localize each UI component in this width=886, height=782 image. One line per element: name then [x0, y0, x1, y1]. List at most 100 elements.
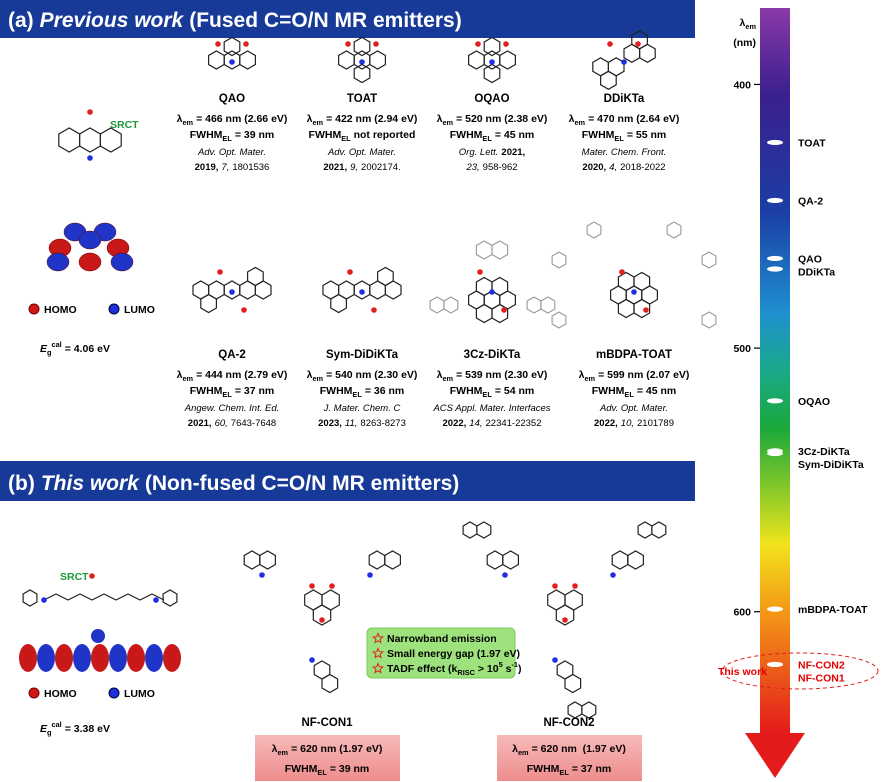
text-part: 1801536	[232, 162, 269, 173]
text-part: NF-CON1	[301, 717, 353, 729]
ring	[551, 251, 567, 269]
marker-label: DDiKTa	[798, 266, 835, 278]
text-part: Small energy gap (1.97 eV)	[387, 648, 520, 660]
atom	[153, 597, 159, 603]
text-part: = 45 nm	[637, 385, 676, 397]
text-part: g	[47, 728, 52, 737]
text-part: λ	[512, 743, 518, 755]
wavelength-marker	[767, 606, 783, 612]
text-part: λ	[177, 113, 183, 125]
text-line: LUMO	[124, 688, 155, 700]
text-part: TOAT	[347, 93, 377, 105]
ring	[353, 36, 371, 57]
text-part: EL	[352, 390, 362, 399]
text-line: FWHMEL = 37 nm	[527, 763, 611, 777]
text-part: 2021,	[323, 162, 347, 173]
text-part: em	[312, 118, 323, 127]
text-part: = 620 nm (1.97 eV)	[291, 743, 382, 755]
atom	[87, 109, 93, 115]
text-part: )	[518, 663, 522, 675]
text-line: FWHMEL = 45 nm	[592, 385, 676, 399]
atom	[373, 41, 379, 47]
text-part: DDiKTa	[604, 93, 645, 105]
text-part: = 37 nm	[572, 763, 611, 775]
text-part: (Fused C=O/N MR emitters)	[189, 9, 461, 32]
text-part: λ	[579, 369, 585, 381]
ring	[491, 240, 509, 260]
ring	[599, 70, 617, 90]
text-part: = 36 nm	[365, 385, 404, 397]
text-line: FWHMEL = 37 nm	[190, 385, 274, 399]
text-part: = 470 nm (2.64 eV)	[588, 113, 679, 125]
ring	[312, 604, 332, 626]
text-line: FWHMEL = 39 nm	[285, 763, 369, 777]
ring	[239, 50, 256, 70]
ring	[491, 303, 509, 324]
orbital-lobe	[37, 644, 55, 672]
atom	[552, 657, 558, 663]
ring	[162, 589, 178, 607]
ring	[617, 271, 635, 292]
wavelength-marker	[767, 266, 783, 272]
text-part: 10,	[621, 418, 634, 429]
ring	[99, 127, 122, 153]
text-part: λ	[307, 369, 313, 381]
text-line: QA-2	[218, 349, 245, 361]
text-part: FWHM	[190, 385, 223, 397]
text-part: (b)	[8, 472, 35, 495]
text-part: J. Mater. Chem. C	[323, 403, 401, 414]
orbital-lobe	[55, 644, 73, 672]
text-part: em	[442, 374, 453, 383]
ring	[468, 50, 485, 70]
atom	[229, 289, 235, 295]
orbital-lobe	[110, 252, 134, 272]
wavelength-marker	[767, 398, 783, 404]
ring	[491, 276, 509, 297]
atom	[502, 572, 508, 578]
text-line: OQAO	[474, 93, 509, 105]
marker-label: NF-CON1	[798, 672, 845, 684]
text-part: g	[47, 348, 52, 357]
text-line: TOAT	[347, 93, 377, 105]
text-part: EL	[341, 134, 351, 143]
ring	[223, 36, 241, 57]
text-part: em	[574, 118, 585, 127]
text-line: λem = 444 nm (2.79 eV)	[177, 369, 288, 383]
ring	[368, 550, 386, 570]
text-part: 2002174.	[361, 162, 401, 173]
text-line: FWHMEL = 54 nm	[450, 385, 534, 399]
text-part: NF-CON2	[543, 717, 594, 729]
text-line: Sym-DiDiKTa	[326, 349, 399, 361]
atom	[319, 617, 325, 623]
marker-label: TOAT	[798, 137, 826, 149]
orbital-lobe	[145, 644, 163, 672]
text-part: Adv. Opt. Mater.	[197, 147, 266, 158]
orbital-lobe	[91, 644, 109, 672]
text-line: NF-CON1	[301, 717, 353, 729]
text-line: Adv. Opt. Mater.	[197, 147, 266, 158]
text-part: 2101789	[637, 418, 674, 429]
wavelength-marker	[767, 661, 783, 668]
text-part: FWHM	[582, 129, 615, 141]
marker-label: OQAO	[798, 396, 830, 408]
marker-label: QA-2	[798, 195, 823, 207]
text-line: 2022, 10, 2101789	[594, 418, 674, 429]
text-line: Angew. Chem. Int. Ed.	[184, 403, 280, 414]
panel-b-header	[0, 461, 695, 501]
text-line: Small energy gap (1.97 eV)	[387, 648, 520, 660]
text-line: 2021, 9, 2002174.	[323, 162, 400, 173]
wavelength-marker	[767, 255, 783, 262]
text-part: HOMO	[44, 304, 77, 316]
atom	[631, 289, 637, 295]
ring	[666, 221, 682, 239]
text-part: 2019,	[195, 162, 219, 173]
text-line: Narrowband emission	[387, 633, 497, 645]
ring	[581, 701, 597, 719]
marker-label: 3Cz-DiKTa	[798, 446, 850, 458]
text-part: FWHM	[190, 129, 223, 141]
marker-label: Sym-DiDiKTa	[798, 459, 864, 471]
text-line: HOMO	[44, 304, 77, 316]
text-part: 2021,	[188, 418, 212, 429]
atom	[371, 307, 377, 313]
text-part: RISC	[457, 668, 475, 677]
